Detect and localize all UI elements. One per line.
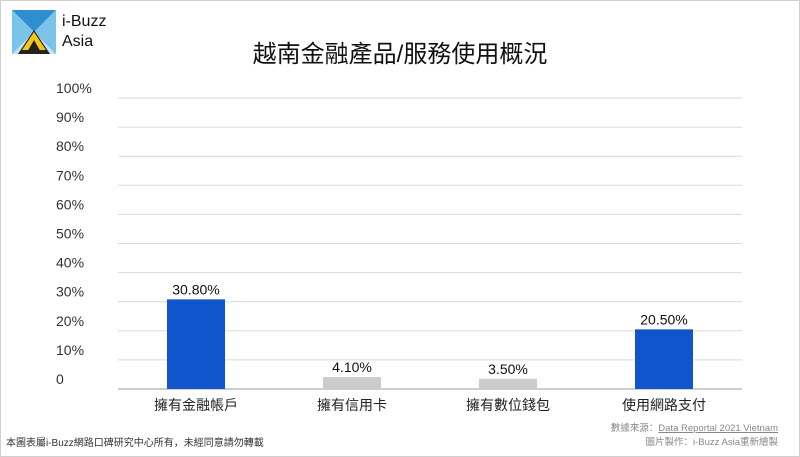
y-tick-label: 0 xyxy=(56,371,64,387)
x-category-label: 擁有金融帳戶 xyxy=(154,397,238,413)
y-tick-label: 30% xyxy=(56,284,84,300)
bar xyxy=(167,299,225,389)
data-label: 30.80% xyxy=(172,281,219,297)
bar xyxy=(635,329,693,389)
x-category-label: 使用網路支付 xyxy=(622,397,706,413)
bar xyxy=(479,378,537,389)
x-category-label: 擁有數位錢包 xyxy=(466,397,550,413)
source-note: 數據來源：Data Reportal 2021 Vietnam 圖片製作：i-B… xyxy=(611,422,778,450)
source-prefix: 數據來源： xyxy=(610,423,659,434)
y-tick-label: 80% xyxy=(56,138,84,154)
made-by-note: 圖片製作：i-Buzz Asia重新繪製 xyxy=(645,437,779,448)
brand-name-line1: i-Buzz xyxy=(62,13,107,30)
copyright-note: 本圖表屬i-Buzz網路口碑研究中心所有，未經同意請勿轉載 xyxy=(6,438,264,449)
brand-name-line2: Asia xyxy=(62,33,94,50)
y-tick-label: 60% xyxy=(56,196,84,212)
source-link[interactable]: Data Reportal 2021 Vietnam xyxy=(658,423,778,434)
chart-title: 越南金融產品/服務使用概況 xyxy=(252,41,548,68)
y-tick-label: 70% xyxy=(56,167,84,183)
brand-name: i-Buzz Asia xyxy=(62,12,106,52)
data-label: 4.10% xyxy=(332,359,372,375)
y-tick-label: 20% xyxy=(56,313,84,329)
y-tick-label: 50% xyxy=(56,226,84,242)
data-label: 20.50% xyxy=(640,311,687,327)
ibuzz-logo-icon xyxy=(12,10,56,54)
y-tick-label: 10% xyxy=(56,342,84,358)
y-tick-label: 90% xyxy=(56,109,84,125)
x-category-label: 擁有信用卡 xyxy=(317,397,387,413)
y-tick-label: 100% xyxy=(56,80,92,96)
y-tick-label: 40% xyxy=(56,255,84,271)
bar xyxy=(323,377,381,389)
data-label: 3.50% xyxy=(488,361,528,377)
